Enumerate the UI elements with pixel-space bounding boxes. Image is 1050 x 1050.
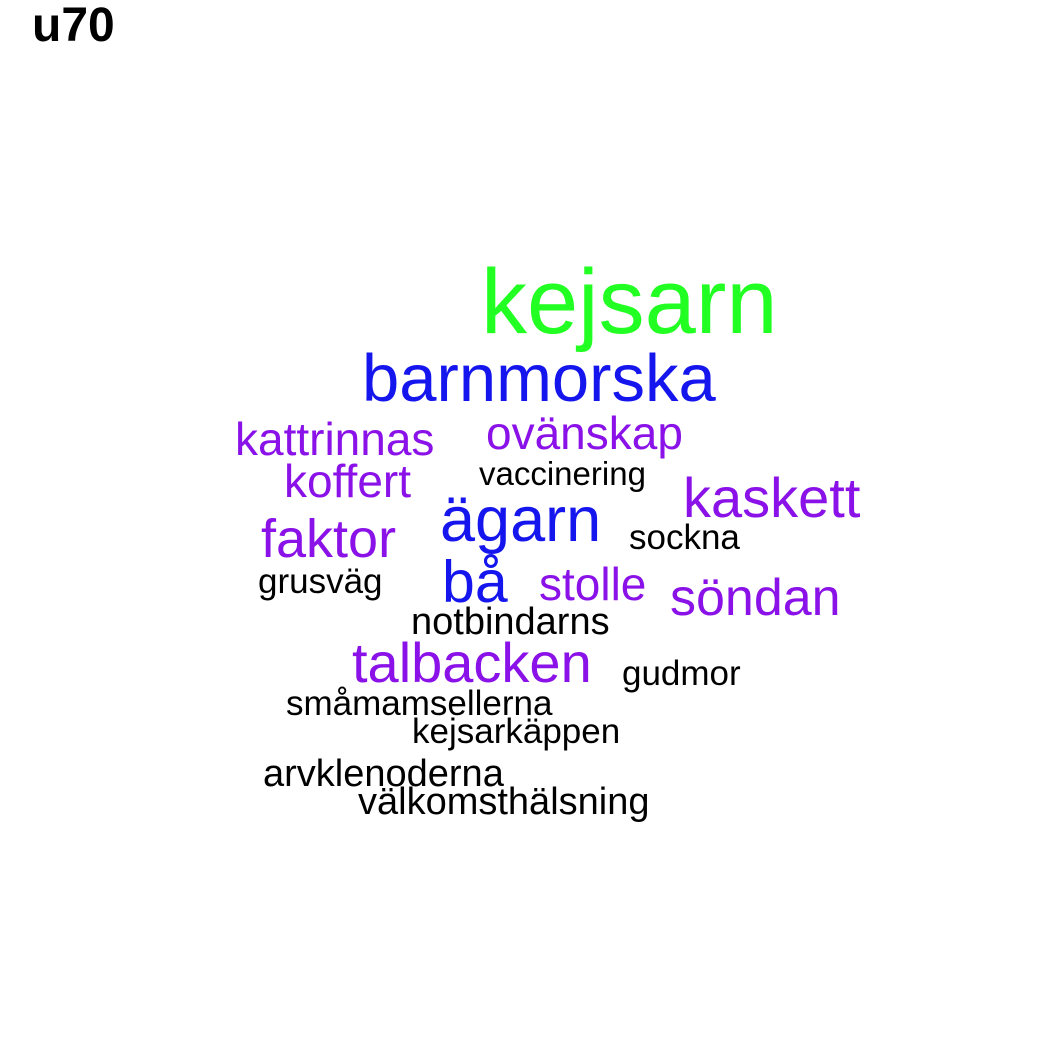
- word-barnmorska: barnmorska: [362, 341, 716, 416]
- word-grusvag: grusväg: [258, 562, 383, 601]
- word-notbindarns: notbindarns: [411, 601, 610, 643]
- word-gudmor: gudmor: [622, 654, 741, 693]
- word-koffert: koffert: [284, 455, 411, 507]
- word-faktor: faktor: [261, 509, 397, 569]
- word-sondan: söndan: [670, 569, 841, 627]
- word-kejsarn: kejsarn: [481, 251, 778, 353]
- word-kattrinnas: kattrinnas: [235, 413, 435, 465]
- word-sockna: sockna: [629, 518, 740, 557]
- word-valkomsthalsning: välkomsthälsning: [358, 781, 650, 823]
- word-ba: bå: [442, 549, 508, 615]
- word-smamamsellerna: småmamsellerna: [286, 684, 553, 723]
- word-vaccinering: vaccinering: [479, 455, 646, 492]
- word-kaskett: kaskett: [683, 466, 861, 529]
- word-stolle: stolle: [539, 558, 647, 610]
- word-arvklenoderna: arvklenoderna: [263, 753, 504, 795]
- word-talbacken: talbacken: [352, 631, 592, 694]
- word-ovanskap: ovänskap: [486, 407, 683, 459]
- page-title: u70: [32, 0, 115, 52]
- word-kejsarkappen: kejsarkäppen: [412, 712, 621, 751]
- word-agarn: ägarn: [440, 485, 602, 555]
